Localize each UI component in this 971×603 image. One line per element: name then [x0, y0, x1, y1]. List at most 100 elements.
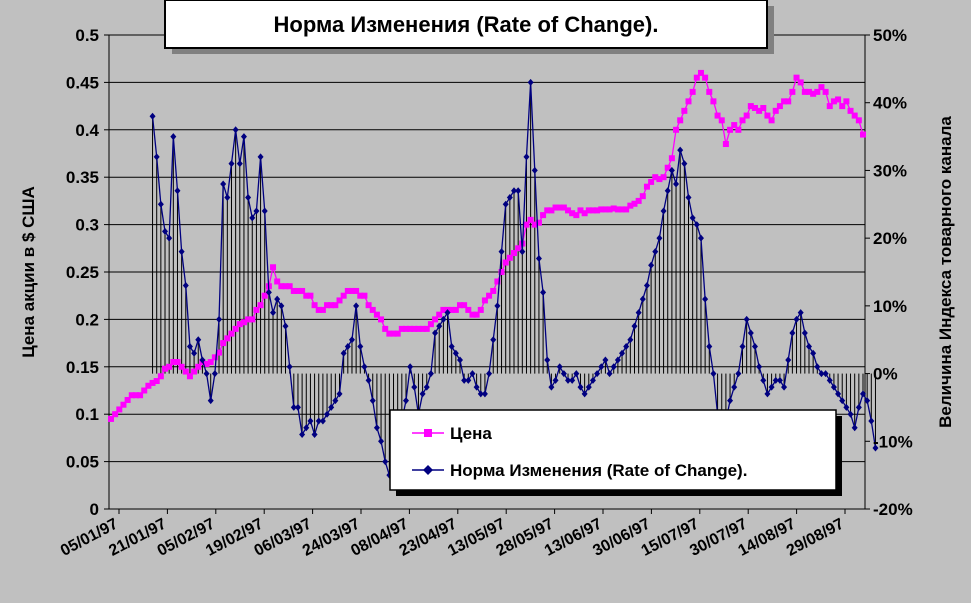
price-point: [610, 205, 617, 212]
price-point: [120, 401, 127, 408]
price-point: [311, 302, 318, 309]
price-point: [365, 302, 372, 309]
price-point: [132, 392, 139, 399]
roc-series: [149, 78, 879, 479]
price-point: [270, 264, 277, 271]
price-point: [361, 292, 368, 299]
price-point: [228, 330, 235, 337]
roc-point: [265, 288, 272, 296]
price-point: [643, 183, 650, 190]
price-point: [257, 302, 264, 309]
roc-point: [610, 363, 617, 371]
roc-point: [344, 342, 351, 350]
roc-point: [623, 342, 630, 350]
roc-point: [764, 390, 771, 398]
price-point: [149, 379, 156, 386]
price-point: [652, 174, 659, 181]
price-point: [415, 325, 422, 332]
price-point: [535, 219, 542, 226]
price-point: [353, 287, 360, 294]
roc-point: [166, 234, 173, 242]
price-point: [714, 112, 721, 119]
roc-point: [353, 302, 360, 310]
price-point: [290, 287, 297, 294]
price-point: [473, 311, 480, 318]
roc-point: [232, 126, 239, 134]
chart-title: Норма Изменения (Rate of Change).: [274, 12, 659, 37]
roc-point: [639, 295, 646, 303]
price-point: [137, 392, 144, 399]
roc-point: [685, 194, 692, 202]
price-point: [527, 216, 534, 223]
roc-point: [585, 383, 592, 391]
price-point: [664, 164, 671, 171]
y-tick-label: 0.05: [66, 453, 99, 472]
roc-point: [776, 376, 783, 384]
price-point: [718, 117, 725, 124]
roc-point: [768, 383, 775, 391]
roc-point: [365, 376, 372, 384]
price-point: [336, 297, 343, 304]
roc-point: [286, 363, 293, 371]
price-point: [427, 321, 434, 328]
roc-point: [477, 390, 484, 398]
roc-point: [182, 282, 189, 290]
roc-point: [693, 221, 700, 229]
price-point: [486, 292, 493, 299]
roc-point: [245, 194, 252, 202]
roc-point: [648, 261, 655, 269]
price-point: [203, 360, 210, 367]
roc-point: [224, 194, 231, 202]
roc-point: [157, 200, 164, 208]
roc-point: [830, 383, 837, 391]
price-point: [589, 207, 596, 214]
roc-point: [847, 410, 854, 418]
price-point: [249, 316, 256, 323]
x-axis: 05/01/9721/01/9705/02/9719/02/9706/03/97…: [58, 509, 847, 560]
price-point: [835, 96, 842, 103]
price-point: [585, 207, 592, 214]
legend: Цена Норма Изменения (Rate of Change).: [389, 409, 842, 496]
price-point: [461, 302, 468, 309]
price-point: [278, 283, 285, 290]
price-point: [216, 349, 223, 356]
roc-point: [789, 329, 796, 337]
roc-point: [851, 424, 858, 432]
roc-point: [481, 390, 488, 398]
price-point: [602, 206, 609, 213]
price-point: [781, 98, 788, 105]
roc-point: [436, 322, 443, 330]
roc-point: [402, 397, 409, 405]
y-tick-label: 0: [90, 500, 99, 519]
roc-point: [299, 431, 306, 439]
y2-axis-title: Величина Индекса товарного канала: [936, 116, 955, 428]
y-tick-label: 0.2: [75, 310, 99, 329]
roc-point: [357, 342, 364, 350]
price-point: [332, 302, 339, 309]
price-point: [689, 88, 696, 95]
price-point: [569, 210, 576, 217]
roc-point: [868, 417, 875, 425]
roc-point: [195, 336, 202, 344]
roc-point: [506, 194, 513, 202]
roc-point: [664, 187, 671, 195]
roc-point: [236, 160, 243, 168]
y2-tick-label: 10%: [873, 297, 907, 316]
price-point: [789, 88, 796, 95]
roc-point: [282, 322, 289, 330]
roc-point: [523, 153, 530, 161]
roc-point: [739, 342, 746, 350]
price-point: [419, 325, 426, 332]
price-point: [731, 122, 738, 129]
price-point: [656, 176, 663, 183]
roc-point: [369, 397, 376, 405]
roc-point: [702, 295, 709, 303]
roc-point: [594, 370, 601, 378]
roc-point: [361, 363, 368, 371]
roc-point: [614, 356, 621, 364]
price-point: [390, 330, 397, 337]
price-point: [851, 112, 858, 119]
roc-point: [652, 248, 659, 256]
price-point: [768, 117, 775, 124]
price-point: [565, 207, 572, 214]
